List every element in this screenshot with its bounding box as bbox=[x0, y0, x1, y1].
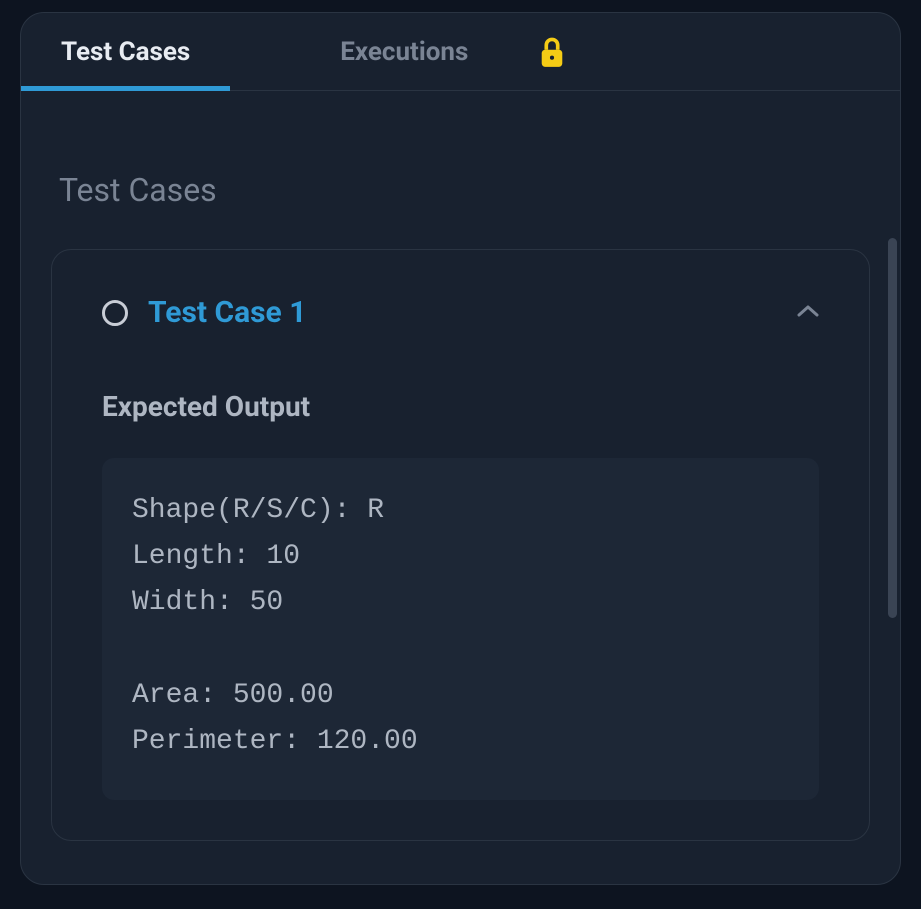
test-panel: Test Cases Executions Test Cases Test Ca… bbox=[20, 12, 901, 885]
chevron-up-icon bbox=[797, 303, 819, 322]
tab-label: Test Cases bbox=[61, 37, 190, 67]
tab-test-cases[interactable]: Test Cases bbox=[21, 13, 230, 90]
test-case-card: Test Case 1 Expected Output Shape(R/S/C)… bbox=[51, 249, 870, 841]
lock-icon bbox=[538, 36, 566, 68]
status-circle-icon bbox=[102, 300, 128, 326]
test-case-title-group: Test Case 1 bbox=[102, 295, 306, 330]
scrollbar-thumb[interactable] bbox=[888, 238, 897, 618]
test-case-header[interactable]: Test Case 1 bbox=[102, 295, 819, 330]
content-area: Test Cases Test Case 1 Expected Output S… bbox=[21, 91, 900, 884]
tab-executions[interactable]: Executions bbox=[300, 13, 508, 90]
tab-label: Executions bbox=[340, 37, 468, 67]
section-title: Test Cases bbox=[59, 171, 870, 209]
output-text: Shape(R/S/C): R Length: 10 Width: 50 Are… bbox=[132, 488, 789, 765]
output-box: Shape(R/S/C): R Length: 10 Width: 50 Are… bbox=[102, 458, 819, 800]
tabs-bar: Test Cases Executions bbox=[21, 13, 900, 91]
expected-output-label: Expected Output bbox=[102, 390, 819, 423]
test-case-title: Test Case 1 bbox=[148, 295, 306, 330]
